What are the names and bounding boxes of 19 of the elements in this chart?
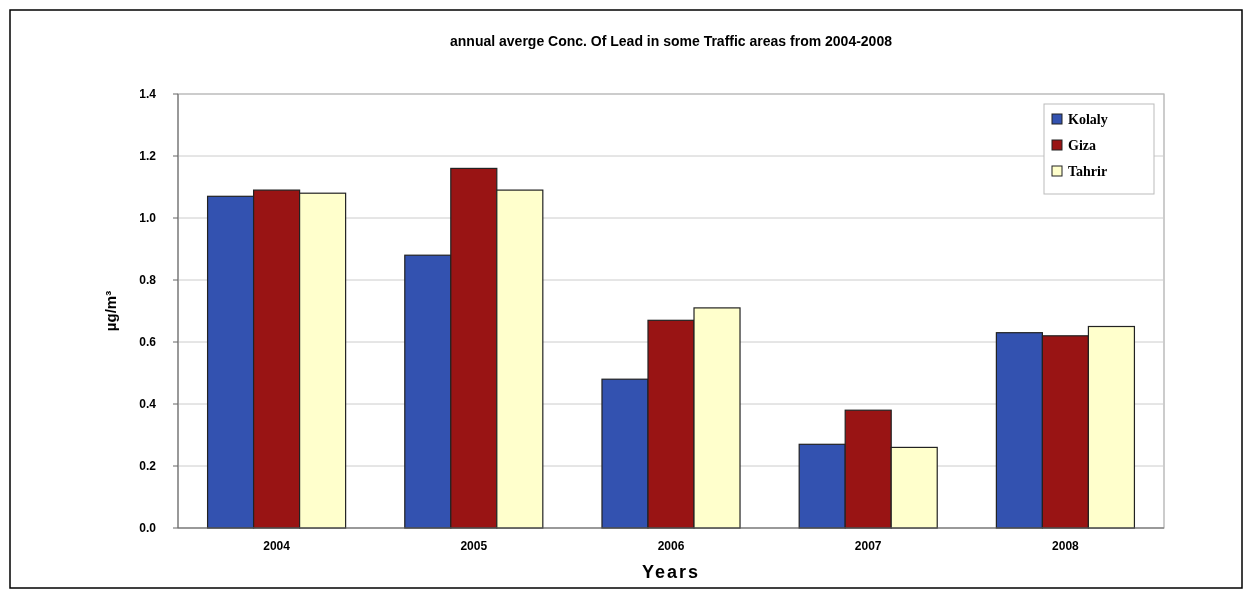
y-tick-label: 0.0 [139,521,157,536]
x-tick-label: 2005 [460,539,488,553]
chart-title: annual averge Conc. Of Lead in some Traffic areas from 2004-2008 [450,33,893,49]
y-tick-label: 0.8 [139,273,157,288]
x-tick-label: 2006 [657,539,685,553]
y-tick-label: 0.4 [139,397,157,412]
legend-label: Kolaly [1068,111,1108,127]
x-tick-label: 2004 [263,539,291,553]
y-tick-label: 1.2 [139,149,157,164]
y-tick-label: 0.6 [139,335,157,350]
x-axis-title: Years [641,562,701,582]
y-tick-label: 1.4 [139,87,157,102]
x-tick-label: 2007 [854,539,882,553]
legend-label: Giza [1068,137,1096,153]
legend-label: Tahrir [1068,163,1108,179]
y-tick-label: 1.0 [139,211,157,226]
y-axis-title: µg/m³ [102,290,119,332]
y-tick-label: 0.2 [139,459,157,474]
x-tick-label: 2008 [1052,539,1080,553]
